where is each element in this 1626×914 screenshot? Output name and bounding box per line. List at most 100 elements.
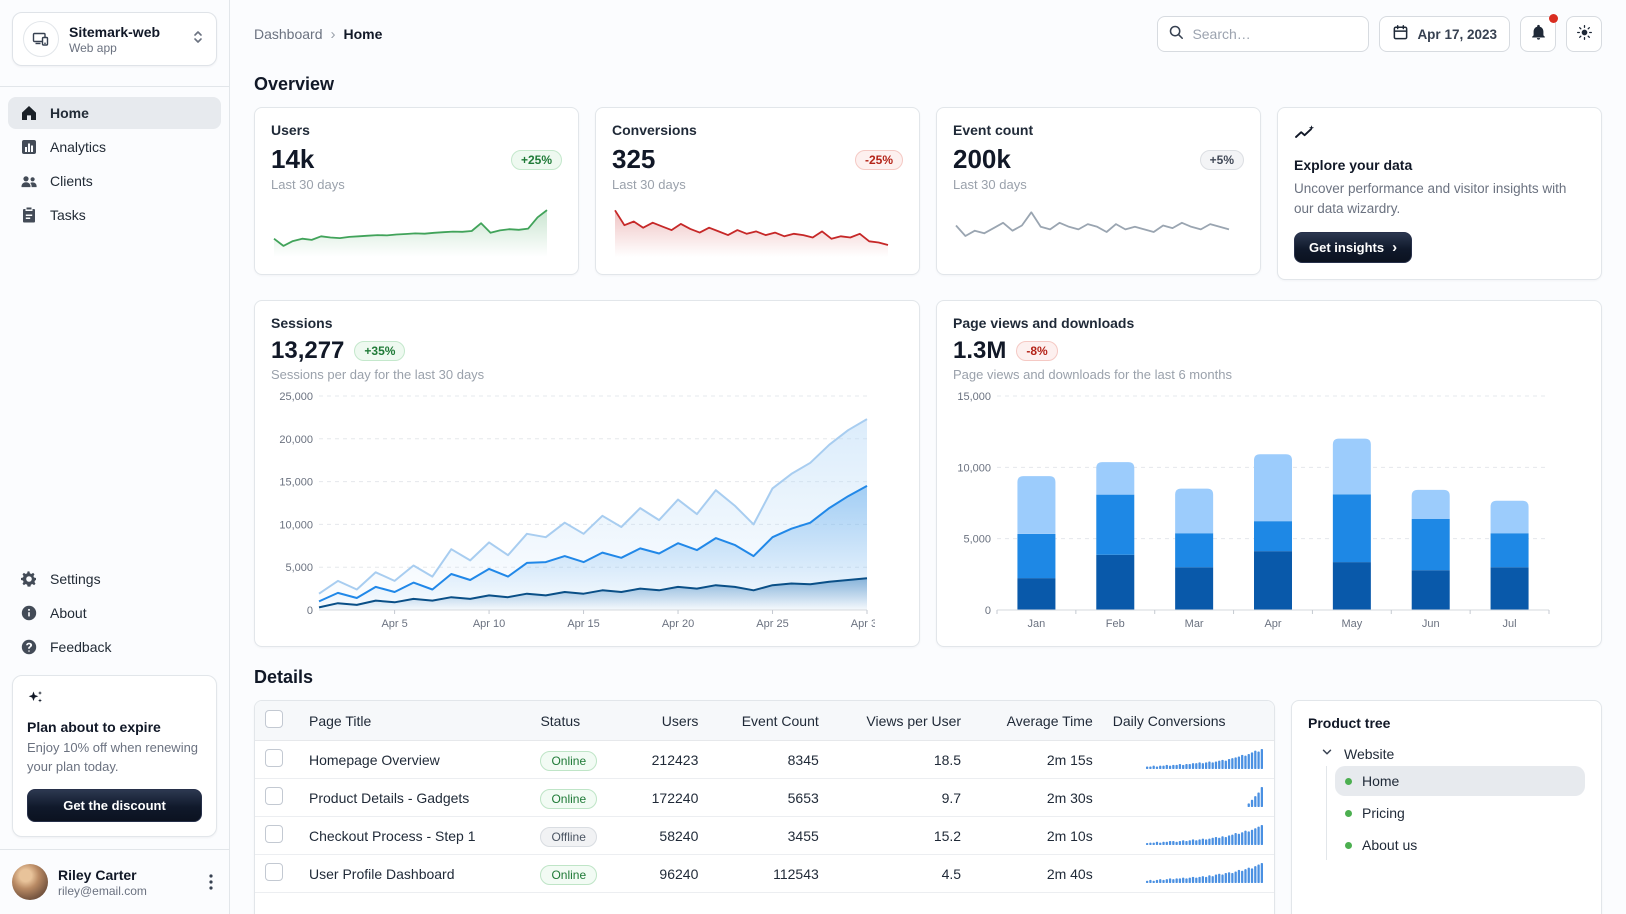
tree-item-label: Home bbox=[1362, 773, 1400, 790]
plan-expire-card: Plan about to expire Enjoy 10% off when … bbox=[12, 675, 217, 837]
sidebar-item-about[interactable]: About bbox=[8, 597, 221, 629]
breadcrumb-home: Home bbox=[343, 26, 383, 42]
stat-value: 200k bbox=[953, 144, 1011, 174]
sidebar-nav-secondary: Settings About Feedback bbox=[0, 553, 229, 663]
column-header-users: Users bbox=[625, 701, 709, 742]
cell-average-time: 2m 30s bbox=[971, 778, 1103, 818]
stat-caption: Last 30 days bbox=[612, 177, 686, 192]
cell-status: Online bbox=[530, 854, 626, 894]
svg-text:Feb: Feb bbox=[1106, 618, 1125, 630]
status-badge: Offline bbox=[540, 826, 597, 847]
row-checkbox[interactable] bbox=[265, 749, 283, 768]
select-all-cell bbox=[255, 701, 299, 742]
cell-page-title: Product Details - Gadgets bbox=[299, 778, 531, 818]
breadcrumb-dashboard[interactable]: Dashboard bbox=[254, 26, 323, 42]
details-title: Details bbox=[254, 667, 314, 688]
notification-dot bbox=[1549, 14, 1558, 23]
tree-item-home[interactable]: Home bbox=[1335, 766, 1585, 797]
table-row: Checkout Process - Step 1 Offline 58240 345… bbox=[255, 816, 1274, 856]
table-row: Product Details - Gadgets Online 172240 565… bbox=[255, 778, 1274, 818]
table-row: User Profile Dashboard Online 96240 112543 4… bbox=[255, 854, 1274, 894]
cell-users: 212423 bbox=[625, 740, 709, 780]
cell-page-title: Homepage Overview bbox=[299, 740, 531, 780]
stat-sparkline bbox=[612, 197, 903, 264]
svg-text:10,000: 10,000 bbox=[957, 462, 991, 474]
svg-text:Apr 5: Apr 5 bbox=[381, 618, 407, 630]
sidebar-item-feedback[interactable]: Feedback bbox=[8, 631, 221, 663]
get-insights-button[interactable]: Get insights › bbox=[1294, 232, 1413, 264]
explore-data-card: Explore your data Uncover performance an… bbox=[1277, 107, 1602, 281]
pageviews-chip: -8% bbox=[1016, 341, 1058, 362]
tree-node-website[interactable]: Website bbox=[1320, 745, 1585, 762]
stat-sparkline bbox=[953, 197, 1244, 264]
svg-text:15,000: 15,000 bbox=[279, 477, 313, 489]
cell-daily-conversions bbox=[1102, 816, 1274, 856]
cell-daily-conversions bbox=[1102, 854, 1274, 894]
row-checkbox[interactable] bbox=[265, 863, 283, 882]
sidebar: Sitemark-web Web app Home Analytics Client… bbox=[0, 0, 230, 914]
workspace-selector[interactable]: Sitemark-web Web app bbox=[12, 12, 217, 66]
sidebar-item-home[interactable]: Home bbox=[8, 97, 221, 129]
cell-views-per-user: 15.2 bbox=[828, 816, 972, 856]
select-all-checkbox[interactable] bbox=[265, 710, 283, 729]
notifications-button[interactable] bbox=[1520, 14, 1558, 52]
sidebar-item-label: About bbox=[50, 605, 87, 622]
stat-value-row: 200k +5% bbox=[953, 144, 1244, 175]
divider bbox=[0, 86, 229, 87]
date-picker-button[interactable]: Apr 17, 2023 bbox=[1379, 16, 1510, 52]
stat-value: 14k bbox=[271, 144, 315, 174]
stat-caption: Last 30 days bbox=[953, 177, 1027, 192]
product-tree-card: Product tree Website Home Pricing About us bbox=[1291, 700, 1602, 914]
main-content: Dashboard › Home Apr bbox=[230, 0, 1626, 914]
svg-text:Apr 15: Apr 15 bbox=[567, 618, 599, 630]
pageviews-subtitle: Page views and downloads for the last 6 … bbox=[953, 367, 1232, 383]
tree-item-label: About us bbox=[1362, 837, 1418, 854]
svg-text:5,000: 5,000 bbox=[963, 534, 991, 546]
tree-item-pricing[interactable]: Pricing bbox=[1335, 798, 1585, 828]
sidebar-nav-main: Home Analytics Clients Tasks bbox=[0, 87, 229, 231]
promo-title: Plan about to expire bbox=[27, 719, 161, 736]
sidebar-item-analytics[interactable]: Analytics bbox=[8, 131, 221, 163]
sidebar-item-clients[interactable]: Clients bbox=[8, 165, 221, 197]
stat-card-users: Users 14k +25% Last 30 days bbox=[254, 107, 579, 275]
sidebar-item-tasks[interactable]: Tasks bbox=[8, 199, 221, 231]
stat-card-conversions: Conversions 325 -25% Last 30 days bbox=[595, 107, 920, 275]
date-label: Apr 17, 2023 bbox=[1417, 26, 1497, 42]
cell-event-count: 8345 bbox=[708, 740, 829, 780]
cell-views-per-user: 9.7 bbox=[828, 778, 972, 818]
column-header-page-title: Page Title bbox=[299, 701, 531, 742]
status-badge: Online bbox=[540, 750, 598, 771]
sidebar-item-label: Tasks bbox=[50, 207, 86, 223]
row-checkbox[interactable] bbox=[265, 825, 283, 844]
column-header-event-count: Event Count bbox=[708, 701, 829, 742]
tree-item-about-us[interactable]: About us bbox=[1335, 830, 1585, 860]
search-box[interactable] bbox=[1157, 16, 1374, 52]
svg-text:25,000: 25,000 bbox=[279, 391, 313, 403]
settings-icon bbox=[20, 570, 38, 588]
svg-text:Apr 10: Apr 10 bbox=[473, 618, 505, 630]
cell-users: 58240 bbox=[625, 816, 709, 856]
stat-value: 325 bbox=[612, 144, 656, 174]
cell-users: 172240 bbox=[625, 778, 709, 818]
user-footer: Riley Carter riley@email.com bbox=[0, 849, 229, 914]
home-icon bbox=[20, 104, 38, 122]
help-icon bbox=[20, 638, 38, 656]
stat-caption: Last 30 days bbox=[271, 177, 345, 192]
promo-body: Enjoy 10% off when renewing your plan to… bbox=[27, 740, 199, 775]
get-discount-button[interactable]: Get the discount bbox=[27, 789, 202, 822]
cell-event-count: 3455 bbox=[708, 816, 829, 856]
calendar-icon bbox=[1392, 24, 1409, 44]
svg-text:Jun: Jun bbox=[1422, 618, 1440, 630]
search-input[interactable] bbox=[1192, 26, 1374, 42]
cell-status: Offline bbox=[530, 816, 626, 856]
tasks-icon bbox=[20, 206, 38, 224]
status-badge: Online bbox=[540, 788, 598, 809]
sidebar-item-settings[interactable]: Settings bbox=[8, 563, 221, 595]
overview-title: Overview bbox=[254, 74, 335, 94]
theme-toggle-button[interactable] bbox=[1566, 16, 1602, 52]
devices-icon bbox=[23, 21, 59, 57]
row-checkbox[interactable] bbox=[265, 787, 283, 806]
cell-page-title: Checkout Process - Step 1 bbox=[299, 816, 531, 856]
kebab-menu-icon[interactable] bbox=[205, 870, 217, 894]
svg-text:May: May bbox=[1341, 618, 1362, 630]
